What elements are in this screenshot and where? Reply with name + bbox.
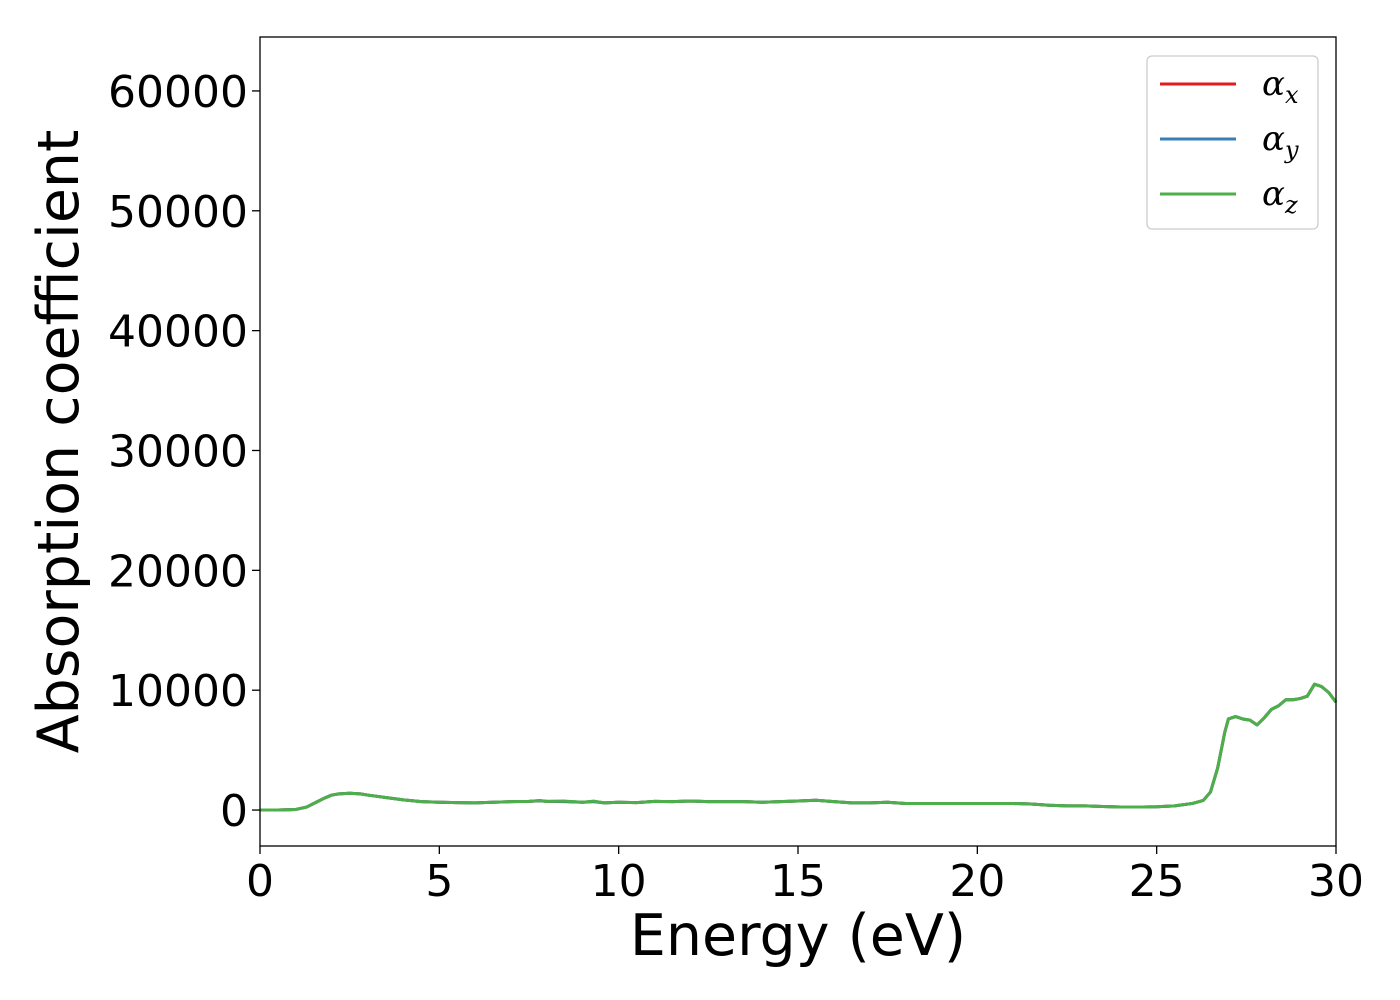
legend-label-z: αz [1262,174,1298,219]
y-tick-label: 10000 [108,666,248,717]
y-tick-label: 50000 [108,187,248,238]
legend-label-y: αy [1262,119,1299,164]
series-line-x [260,682,1338,812]
x-tick-label: 5 [425,856,453,907]
x-tick-label: 25 [1129,856,1185,907]
y-axis-ticks: 0 10000 20000 30000 40000 50000 60000 [108,67,260,837]
x-tick-label: 0 [246,856,274,907]
legend: αx αy αz [1146,55,1319,230]
y-tick-label: 40000 [108,307,248,358]
legend-label-x: αx [1262,64,1299,109]
x-tick-label: 15 [770,856,826,907]
x-axis-ticks: 0 5 10 15 20 25 30 [246,846,1364,907]
legend-frame [1146,55,1319,230]
y-axis-title: Absorption coefficient [26,130,92,754]
series-line-y [260,682,1338,812]
y-tick-label: 30000 [108,426,248,477]
series-line-z [260,682,1338,812]
x-tick-label: 10 [591,856,647,907]
x-tick-label: 20 [949,856,1005,907]
y-tick-label: 60000 [108,67,248,118]
x-axis-title: Energy (eV) [630,903,966,969]
series-layer [260,682,1338,812]
y-tick-label: 0 [220,786,248,837]
x-tick-label: 30 [1308,856,1364,907]
y-tick-label: 20000 [108,546,248,597]
